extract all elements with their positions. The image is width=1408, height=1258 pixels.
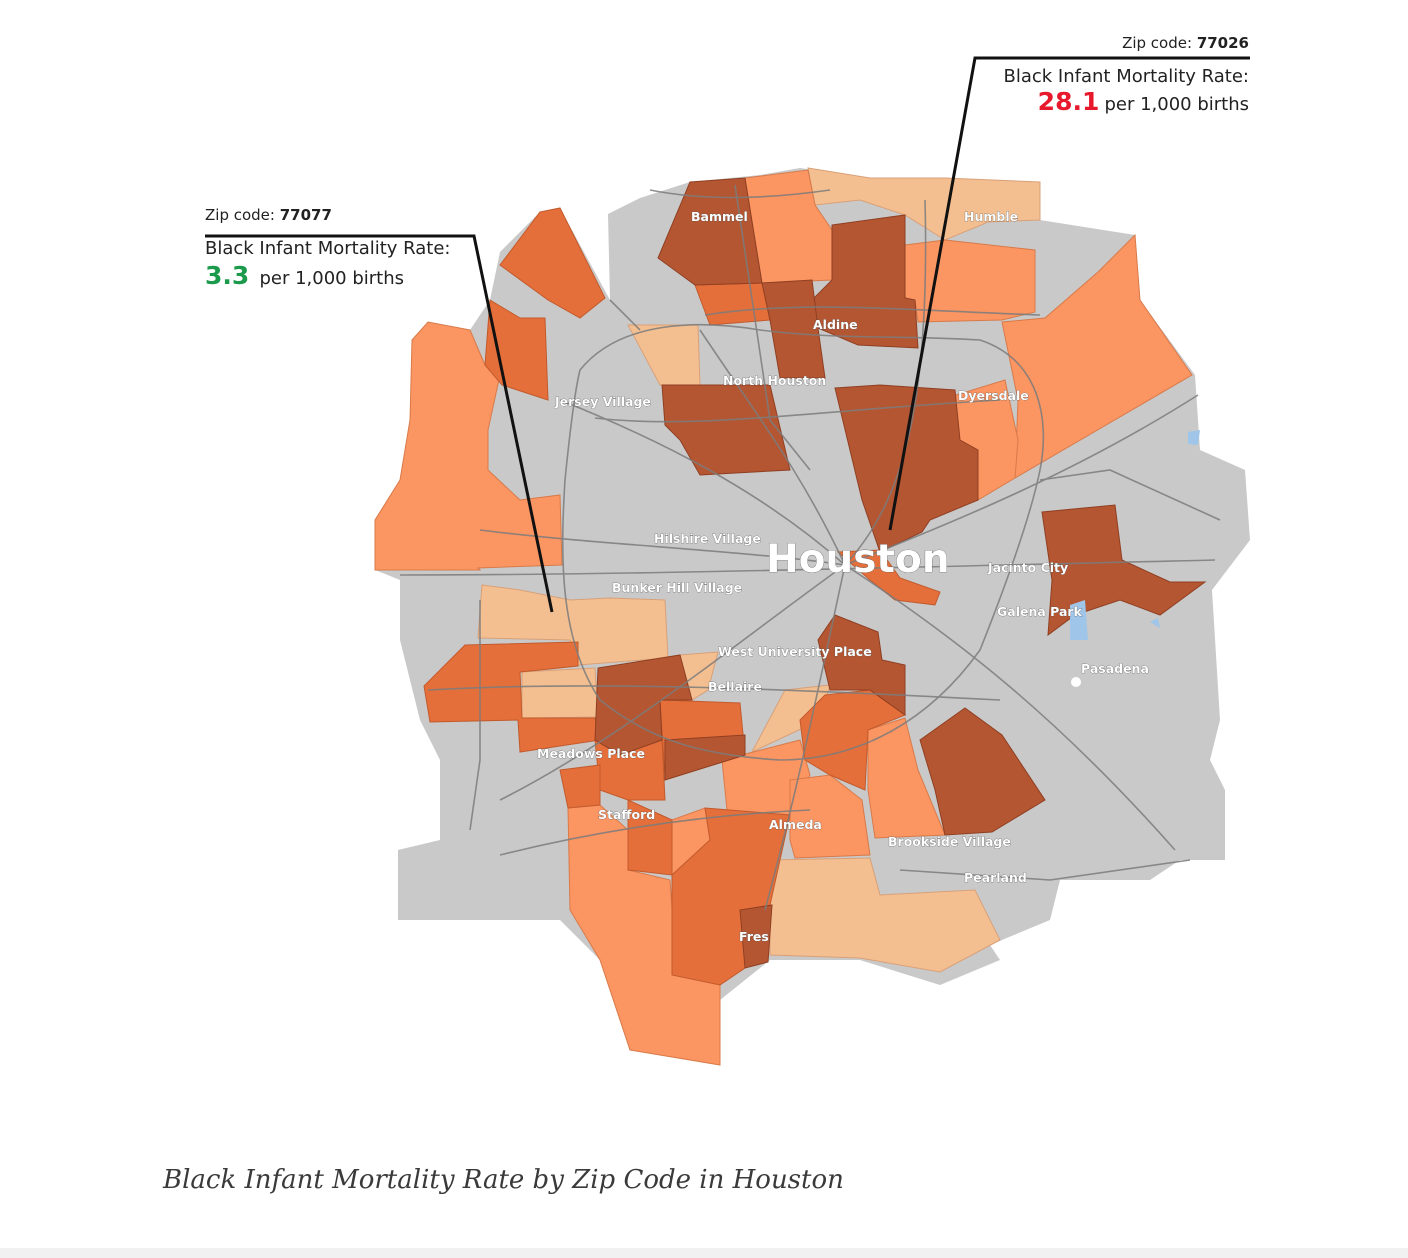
label-dyersdale: Dyersdale <box>958 388 1029 403</box>
rate-unit: per 1,000 births <box>259 268 405 289</box>
label-west-university-place: West University Place <box>718 644 872 659</box>
pasadena-marker <box>1071 677 1081 687</box>
label-stafford: Stafford <box>598 807 655 822</box>
zip-value: 77077 <box>279 206 332 224</box>
label-pasadena: Pasadena <box>1081 661 1149 676</box>
label-bellaire: Bellaire <box>708 679 762 694</box>
rate-row: 3.3 per 1,000 births <box>205 261 451 290</box>
city-labels: Houston Bammel Humble Aldine North Houst… <box>537 209 1150 945</box>
label-houston: Houston <box>766 537 950 582</box>
map-caption: Black Infant Mortality Rate by Zip Code … <box>163 1165 844 1195</box>
label-galena-park: Galena Park <box>997 604 1083 619</box>
zip-areas-darkmid <box>423 207 941 986</box>
label-jacinto-city: Jacinto City <box>987 560 1068 575</box>
zip-areas-mid <box>374 169 1193 1066</box>
zip-areas-light <box>477 167 1041 973</box>
label-hilshire-village: Hilshire Village <box>654 531 761 546</box>
label-north-houston: North Houston <box>723 373 826 388</box>
label-fresno: Fres <box>739 929 769 944</box>
rate-row: 28.1 per 1,000 births <box>1004 87 1249 116</box>
zip-label: Zip code: <box>1122 34 1193 52</box>
callout-zip-77077: Zip code: 77077 Black Infant Mortality R… <box>205 206 451 290</box>
label-humble: Humble <box>964 209 1018 224</box>
road-network <box>399 184 1221 911</box>
page-bottom-bar <box>0 1248 1408 1258</box>
callout-zip-line: Zip code: 77077 <box>205 206 451 224</box>
callout-zip-77026: Zip code: 77026 Black Infant Mortality R… <box>1004 34 1250 116</box>
rate-value: 28.1 <box>1037 87 1100 116</box>
label-bammel: Bammel <box>691 209 748 224</box>
label-aldine: Aldine <box>813 317 858 332</box>
water-bodies <box>1070 430 1200 640</box>
label-meadows-place: Meadows Place <box>537 746 645 761</box>
zip-value: 77026 <box>1196 34 1249 52</box>
zip-label: Zip code: <box>205 206 275 224</box>
label-brookside-village: Brookside Village <box>888 834 1011 849</box>
label-almeda: Almeda <box>769 817 822 832</box>
label-jersey-village: Jersey Village <box>554 394 651 409</box>
rate-label: Black Infant Mortality Rate: <box>205 238 451 259</box>
rate-label: Black Infant Mortality Rate: <box>1003 66 1250 87</box>
rate-unit: per 1,000 births <box>1104 94 1249 115</box>
callout-leader-lines <box>205 56 1250 613</box>
label-bunker-hill-village: Bunker Hill Village <box>612 580 742 595</box>
label-pearland: Pearland <box>964 870 1027 885</box>
callout-zip-line: Zip code: 77026 <box>1004 34 1249 52</box>
rate-value: 3.3 <box>205 261 250 290</box>
